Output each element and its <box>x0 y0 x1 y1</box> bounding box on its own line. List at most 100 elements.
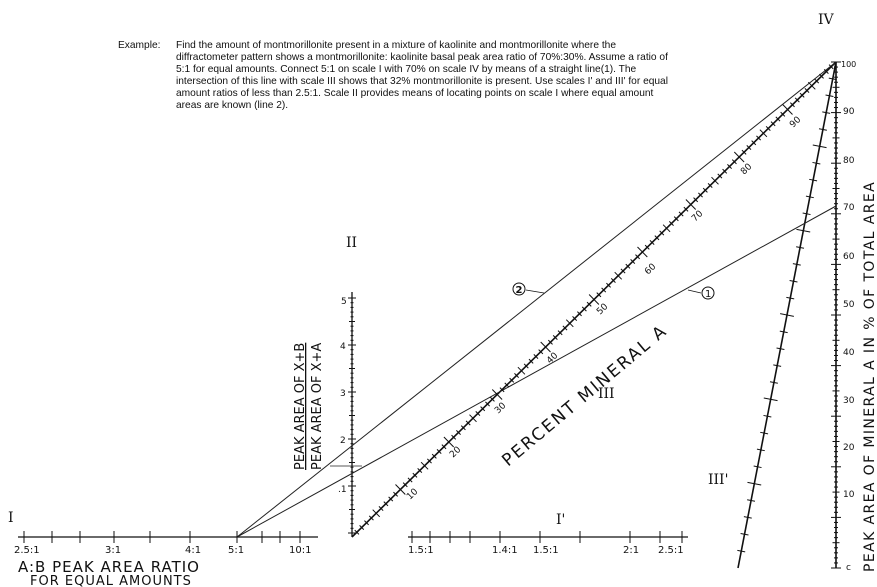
tick-mark <box>818 128 827 131</box>
tick-mark <box>743 516 752 519</box>
tick-mark <box>368 515 374 521</box>
tick-mark <box>499 387 505 393</box>
scale-i-prime-tick-label: 1.5:1 <box>408 545 434 556</box>
scale-ii-label-bottom: PEAK AREA OF X+A <box>310 343 325 470</box>
tick-mark <box>780 313 794 317</box>
bottom-caption-line2: FOR EQUAL AMOUNTS <box>30 574 192 587</box>
tick-mark <box>823 69 829 74</box>
tick-mark <box>654 235 660 241</box>
tick-mark <box>796 228 811 233</box>
tick-mark <box>635 254 641 260</box>
tick-mark <box>722 168 728 174</box>
tick-mark <box>805 195 814 199</box>
scale-iii-ticks <box>354 64 834 535</box>
tick-mark <box>825 94 834 97</box>
tick-mark <box>765 126 771 131</box>
tick-mark <box>465 420 471 426</box>
tick-mark <box>796 246 805 249</box>
tick-mark <box>489 396 495 402</box>
tick-mark <box>354 529 360 535</box>
scale-iv-ticks <box>831 61 841 569</box>
tick-mark <box>780 111 786 117</box>
tick-mark <box>606 282 611 288</box>
tick-mark <box>812 161 821 165</box>
tick-mark <box>547 339 553 345</box>
tick-mark <box>412 472 418 478</box>
tick-mark <box>402 482 408 488</box>
tick-mark <box>649 240 655 245</box>
tick-mark <box>747 481 762 486</box>
tick-mark <box>702 187 708 193</box>
tick-mark <box>770 121 776 127</box>
scale-iii-tick-label: 70 <box>690 209 705 224</box>
scale-iii-label: PERCENT MINERAL A <box>498 321 671 471</box>
tick-mark <box>733 151 745 163</box>
tick-mark <box>756 448 765 452</box>
tick-mark <box>668 221 674 226</box>
scale-i-tick-label: 3:1 <box>105 545 121 556</box>
scale-ii-tick-label: 5 <box>341 297 347 307</box>
tick-mark <box>491 389 503 400</box>
tick-mark <box>528 358 534 364</box>
scale-i-prime-tick-label: 1.4:1 <box>492 545 518 556</box>
line-1-leader <box>687 289 702 294</box>
tick-mark <box>572 316 578 321</box>
tick-mark <box>475 411 481 416</box>
tick-mark <box>789 280 798 283</box>
tick-mark <box>782 104 793 115</box>
tick-mark <box>614 271 623 280</box>
tick-mark <box>792 263 801 266</box>
scale-ii-tick-label: .1 <box>338 485 347 495</box>
line-1-marker <box>701 286 715 300</box>
bottom-caption-line1: A:B PEAK AREA RATIO <box>18 558 200 576</box>
scale-iii-tick-label: 10 <box>405 487 420 502</box>
scale-i-prime-tick-label: 1.5:1 <box>533 545 559 556</box>
tick-mark <box>610 278 616 283</box>
tick-mark <box>562 325 568 331</box>
tick-mark <box>741 149 747 155</box>
tick-mark <box>756 135 762 141</box>
tick-mark <box>698 192 703 198</box>
tick-mark <box>577 311 582 317</box>
tick-mark <box>417 468 423 473</box>
scale-iv-tick-label: 60 <box>843 252 855 262</box>
scale-ii-tick-label: 3 <box>340 389 346 399</box>
scale-iv-tick-label: 10 <box>843 490 855 500</box>
scale-i-tick-label: 4:1 <box>185 545 201 556</box>
tick-mark <box>678 211 684 217</box>
scale-iv-label: PEAK AREA OF MINERAL A IN % OF TOTAL ARE… <box>862 181 877 572</box>
tick-mark <box>441 444 447 450</box>
tick-mark <box>533 354 539 359</box>
tick-mark <box>514 373 520 378</box>
tick-mark <box>776 347 785 350</box>
tick-mark <box>769 381 778 384</box>
tick-mark <box>431 453 437 459</box>
tick-mark <box>383 501 389 507</box>
tick-mark <box>819 73 824 79</box>
tick-mark <box>378 506 384 511</box>
tick-mark <box>812 144 827 149</box>
tick-mark <box>625 263 631 269</box>
tick-mark <box>731 159 737 165</box>
line-2-leader <box>525 289 545 294</box>
scale-iii-tick-label: 30 <box>493 401 508 416</box>
tick-mark <box>804 88 810 93</box>
tick-mark <box>727 164 732 169</box>
tick-mark <box>707 183 713 188</box>
tick-mark <box>746 145 752 150</box>
tick-mark <box>469 414 477 423</box>
tick-mark <box>586 301 592 307</box>
tick-mark <box>485 401 490 407</box>
tick-mark <box>557 330 563 336</box>
tick-mark <box>794 97 800 103</box>
scale-iii-tick-label: 80 <box>739 162 754 177</box>
scale-iii-tick-label: 50 <box>595 302 610 317</box>
scale-i-tick-label: 10:1 <box>289 545 311 556</box>
scale-i-prime-name: I' <box>556 512 565 528</box>
tick-mark <box>407 477 413 483</box>
tick-mark <box>737 549 746 553</box>
tick-mark <box>828 64 834 70</box>
tick-mark <box>538 349 544 355</box>
scale-i-tick-label: 2.5:1 <box>14 545 40 556</box>
